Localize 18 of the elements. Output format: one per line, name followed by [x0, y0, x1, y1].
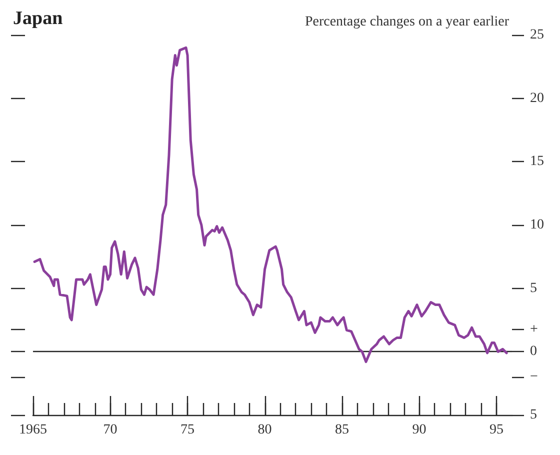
x-tick-label: 90: [412, 422, 426, 438]
y-tick-label: +: [530, 322, 538, 337]
y-tick-label: 15: [530, 154, 544, 170]
chart-subtitle: Percentage changes on a year earlier: [304, 14, 510, 30]
y-tick-label: 5: [530, 408, 537, 422]
x-tick-label: 75: [180, 422, 195, 438]
x-tick-label: 1965: [19, 422, 47, 438]
y-tick-label: 5: [530, 280, 537, 296]
x-tick-label: 85: [335, 422, 350, 438]
y-tick-label: 20: [530, 90, 544, 106]
y-tick-label: 25: [530, 28, 544, 42]
x-tick-label: 95: [490, 422, 504, 438]
y-tick-label: −: [530, 370, 538, 384]
chart-title: Japan: [13, 8, 64, 29]
y-tick-label: 10: [530, 218, 544, 232]
x-tick-label: 80: [258, 422, 272, 438]
y-tick-label: 0: [530, 344, 537, 360]
x-tick-label: 70: [103, 422, 118, 438]
